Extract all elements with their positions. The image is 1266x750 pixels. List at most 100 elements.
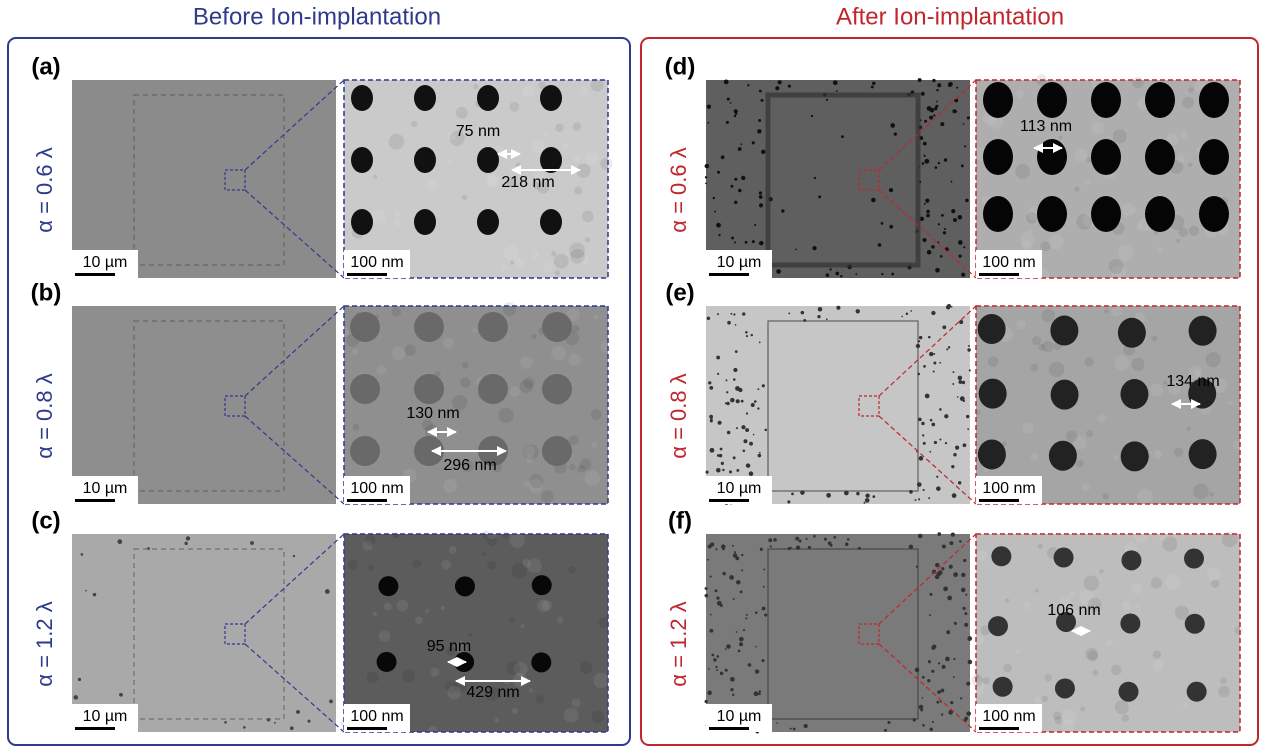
sem-speck xyxy=(920,709,923,712)
sem-texture xyxy=(522,559,531,568)
sem-texture xyxy=(529,479,543,493)
sem-speck xyxy=(965,199,968,202)
sem-texture xyxy=(495,718,500,723)
sem-texture xyxy=(591,409,602,420)
sem-speck xyxy=(963,123,965,125)
sem-speck xyxy=(734,115,736,117)
sem-speck xyxy=(250,541,254,545)
sem-texture xyxy=(1193,484,1209,500)
sem-speck xyxy=(957,396,959,398)
sem-texture xyxy=(573,122,581,130)
sem-texture xyxy=(532,140,545,153)
scale-bar xyxy=(347,273,387,276)
sem-speck xyxy=(955,446,959,450)
sem-speck xyxy=(727,321,731,325)
sem-speck xyxy=(736,399,740,403)
sem-speck xyxy=(781,209,784,212)
sem-speck xyxy=(958,481,961,484)
sem-texture xyxy=(541,490,554,503)
sem-texture xyxy=(1049,362,1064,377)
sem-speck xyxy=(841,135,844,138)
sem-speck xyxy=(932,644,936,648)
sem-speck xyxy=(716,669,718,671)
sem-speck xyxy=(716,223,721,228)
measure-label: 113 nm xyxy=(1020,118,1072,135)
sem-texture xyxy=(1209,492,1214,497)
sem-speck xyxy=(933,353,935,355)
sem-speck xyxy=(865,494,869,498)
sem-speck xyxy=(936,701,939,704)
sem-speck xyxy=(942,545,946,549)
sem-speck xyxy=(954,622,957,625)
sem-speck xyxy=(746,335,748,337)
sem-speck xyxy=(759,342,761,344)
sem-speck xyxy=(928,660,931,663)
scale-bar-label: 100 nm xyxy=(982,708,1035,725)
sem-texture xyxy=(593,673,608,688)
sem-speck xyxy=(718,234,720,236)
sem-texture xyxy=(1027,229,1032,234)
sem-speck xyxy=(836,90,838,92)
sem-speck xyxy=(909,545,913,549)
sem-texture xyxy=(1132,358,1145,371)
sem-speck xyxy=(924,120,927,123)
scale-bar xyxy=(979,273,1019,276)
sem-speck xyxy=(950,701,953,704)
scale-bar xyxy=(75,727,115,730)
sem-texture xyxy=(1082,483,1090,491)
sem-speck xyxy=(716,597,719,600)
scale-bar-label: 10 µm xyxy=(717,254,762,271)
sem-speck xyxy=(739,642,743,646)
sem-texture xyxy=(1041,309,1055,323)
sem-texture xyxy=(577,465,585,473)
sem-texture xyxy=(368,565,374,571)
sem-speck xyxy=(937,241,939,243)
sem-speck xyxy=(933,114,935,116)
sem-texture xyxy=(573,155,580,162)
sem-speck xyxy=(934,107,937,110)
measure-label: 296 nm xyxy=(443,457,496,474)
sem-speck xyxy=(927,250,932,255)
panel-label: (c) xyxy=(31,507,60,534)
sem-speck xyxy=(826,493,831,498)
sem-speck xyxy=(290,726,294,730)
sem-texture xyxy=(1137,489,1152,504)
sem-speck xyxy=(930,109,933,112)
sem-texture xyxy=(502,531,510,539)
sem-texture xyxy=(1132,208,1136,212)
sem-speck xyxy=(761,150,765,154)
sem-texture xyxy=(365,535,376,546)
sem-speck xyxy=(884,729,887,732)
sem-texture xyxy=(460,377,470,387)
hole xyxy=(377,652,397,672)
hole xyxy=(455,576,475,596)
hole xyxy=(1037,82,1067,118)
sem-texture xyxy=(554,270,560,276)
sem-texture xyxy=(574,187,582,195)
sem-speck xyxy=(720,672,723,675)
sem-speck xyxy=(961,588,966,593)
sem-texture xyxy=(601,118,613,130)
sem-speck xyxy=(951,181,953,183)
sem-speck xyxy=(923,442,926,445)
sem-speck xyxy=(732,545,734,547)
hole xyxy=(414,374,444,404)
sem-speck xyxy=(930,419,933,422)
sem-speck xyxy=(293,555,295,557)
sem-texture xyxy=(1218,686,1230,698)
measure-label: 106 nm xyxy=(1047,602,1100,619)
sem-speck xyxy=(855,273,857,275)
sem-speck xyxy=(746,614,748,616)
sem-speck xyxy=(186,536,190,540)
sem-speck xyxy=(959,540,962,543)
sem-texture xyxy=(446,160,451,165)
alpha-label: α = 0.8 λ xyxy=(32,373,57,459)
sem-texture xyxy=(1132,77,1143,88)
sem-speck xyxy=(963,443,967,447)
sem-texture xyxy=(1188,87,1194,93)
sem-speck xyxy=(826,318,828,320)
scale-bar-label: 10 µm xyxy=(83,480,128,497)
sem-texture xyxy=(447,686,461,700)
sem-texture xyxy=(977,550,987,560)
sem-texture xyxy=(1023,602,1031,610)
